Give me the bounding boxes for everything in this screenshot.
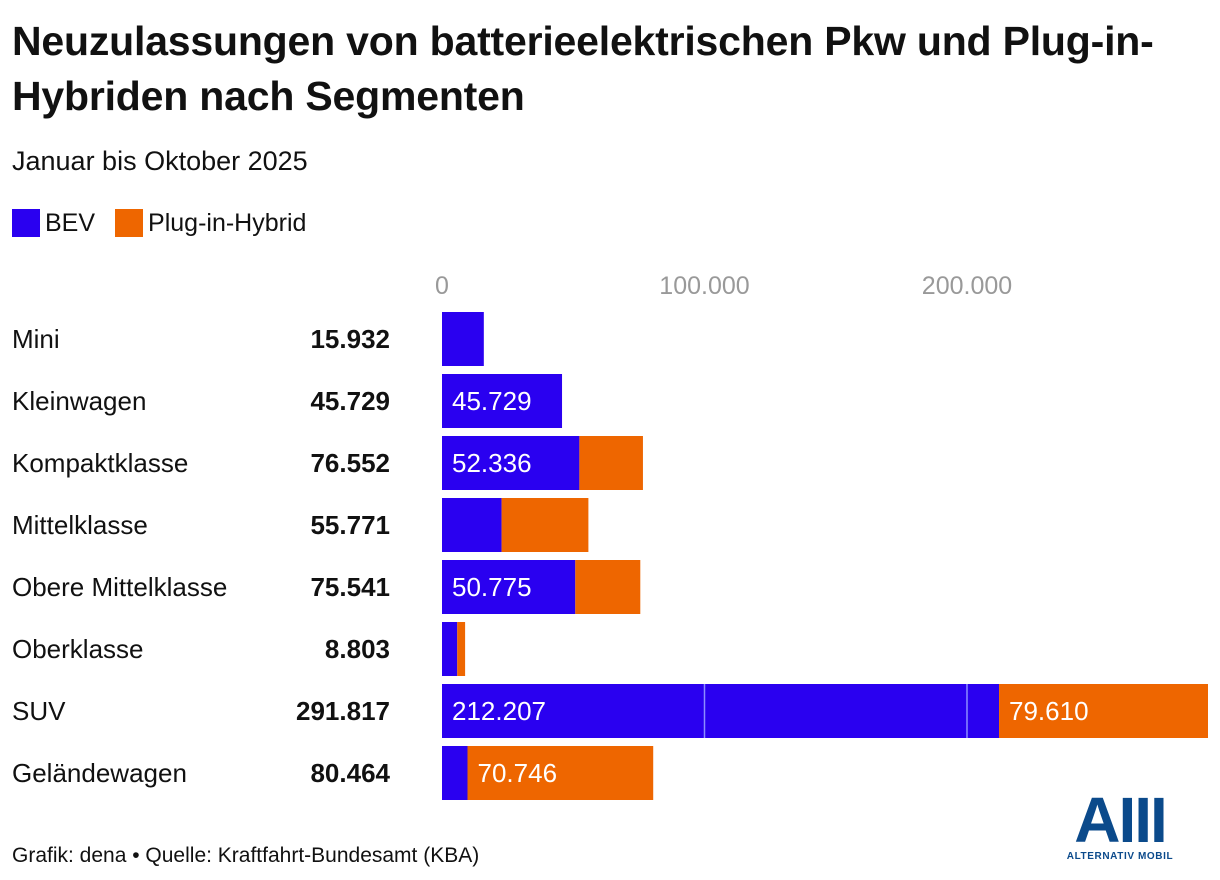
category-label: Kleinwagen <box>12 386 146 416</box>
bar-phev <box>501 498 589 552</box>
bar-phev <box>575 560 641 614</box>
total-label: 45.729 <box>310 386 390 416</box>
x-tick-label: 100.000 <box>659 272 749 300</box>
chart-title: Neuzulassungen von batterieelektrischen … <box>12 18 1154 119</box>
bar-phev <box>457 622 466 676</box>
category-label: SUV <box>12 696 66 726</box>
category-label: Kompaktklasse <box>12 448 188 478</box>
bar-phev <box>579 436 643 490</box>
data-label-bev: 50.775 <box>452 572 532 602</box>
x-tick-label: 0 <box>435 272 449 300</box>
bar-bev <box>442 746 468 800</box>
x-tick-label: 200.000 <box>922 272 1012 300</box>
legend-item-bev: BEV <box>12 209 95 238</box>
legend-swatch-phev <box>115 209 144 237</box>
legend: BEV Plug-in-Hybrid <box>12 205 326 241</box>
source-footer: Grafik: dena • Quelle: Kraftfahrt-Bundes… <box>12 844 480 867</box>
category-label: Mini <box>12 324 60 354</box>
data-label-phev: 79.610 <box>1009 696 1089 726</box>
logo-text: ALTERNATIV MOBIL <box>1067 851 1173 862</box>
total-label: 8.803 <box>325 634 390 664</box>
category-label: Oberklasse <box>12 634 144 664</box>
bar-bev <box>442 498 502 552</box>
bar-bev <box>442 684 1000 738</box>
data-label-bev: 45.729 <box>452 386 532 416</box>
bar-bev <box>442 436 580 490</box>
logo-mark: AIII <box>1074 786 1166 856</box>
data-label-bev: 52.336 <box>452 448 532 478</box>
data-label-phev: 70.746 <box>478 758 558 788</box>
category-label: Mittelklasse <box>12 510 148 540</box>
bar-phev <box>999 684 1208 738</box>
bar-bev <box>442 622 458 676</box>
bar-bev <box>442 312 484 366</box>
bar-phev <box>467 746 654 800</box>
stacked-bar-chart: 0 100.000 200.000 Mini 15.932 Kleinwagen 45.72… <box>12 272 1208 800</box>
data-label-bev: 212.207 <box>452 696 546 726</box>
total-label: 55.771 <box>310 510 390 540</box>
bar-bev <box>442 374 563 428</box>
legend-label-bev: BEV <box>45 208 96 237</box>
legend-item-phev: Plug-in-Hybrid <box>115 209 306 238</box>
legend-swatch-bev <box>12 209 40 237</box>
total-label: 80.464 <box>310 758 390 788</box>
bar-bev <box>442 560 576 614</box>
total-label: 75.541 <box>310 572 390 602</box>
category-label: Geländewagen <box>12 758 187 788</box>
category-label: Obere Mittelklasse <box>12 572 227 602</box>
total-label: 76.552 <box>310 448 390 478</box>
chart-subtitle: Januar bis Oktober 2025 <box>12 146 308 176</box>
total-label: 15.932 <box>310 324 390 354</box>
legend-label-phev: Plug-in-Hybrid <box>148 208 307 237</box>
alternativ-mobil-logo: AIII ALTERNATIV MOBIL <box>1067 786 1173 862</box>
total-label: 291.817 <box>296 696 390 726</box>
